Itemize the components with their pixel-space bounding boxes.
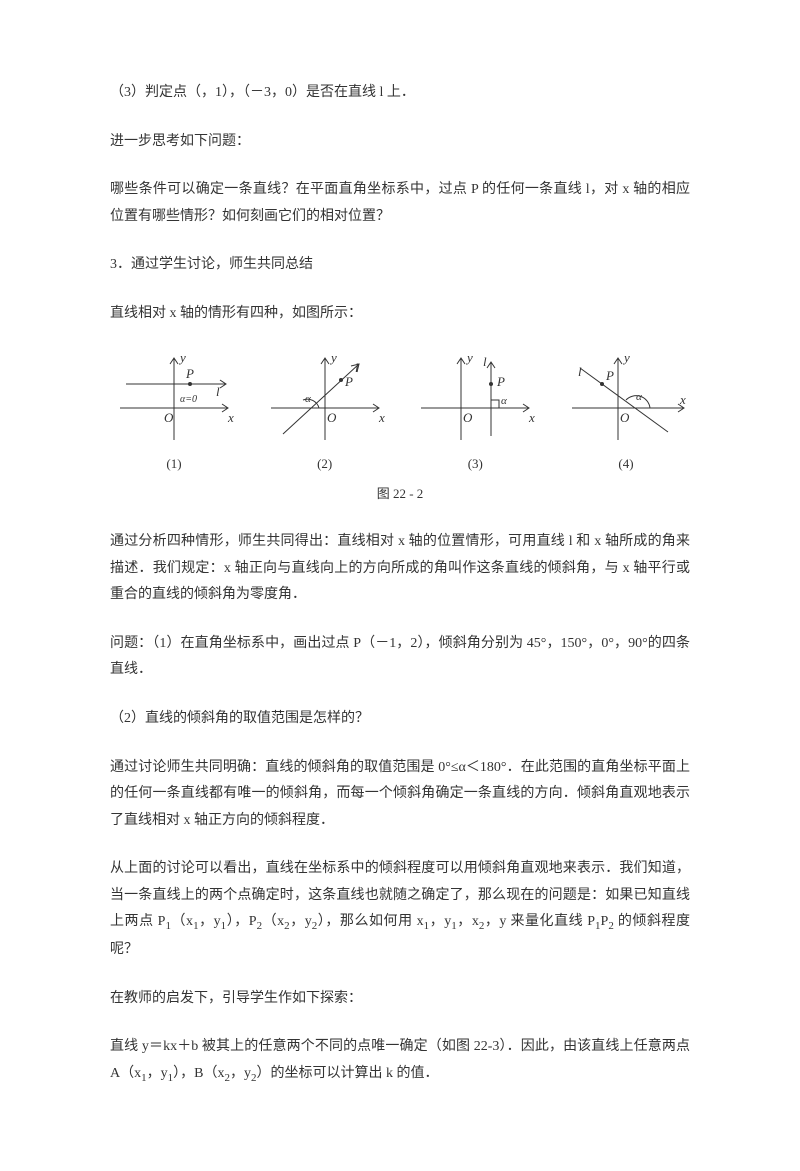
- fig-num-2: (2): [317, 452, 332, 477]
- label-O: O: [327, 410, 337, 425]
- label-O: O: [463, 410, 473, 425]
- label-alpha: α: [305, 393, 311, 405]
- txt: ），P: [226, 914, 256, 929]
- label-x: x: [378, 410, 385, 425]
- label-l: l: [355, 360, 359, 375]
- para-step3-heading: 3．通过学生讨论，师生共同总结: [110, 252, 690, 279]
- para-which-conditions: 哪些条件可以确定一条直线？在平面直角坐标系中，过点 P 的任何一条直线 l，对 …: [110, 177, 690, 230]
- txt: ，y: [199, 914, 221, 929]
- label-P: P: [605, 368, 614, 383]
- txt: ），B（x: [173, 1066, 224, 1081]
- para-line-kx-b: 直线 y＝kx＋b 被其上的任意两个不同的点唯一确定（如图 22-3）．因此，由…: [110, 1034, 690, 1088]
- txt: ，y: [429, 914, 451, 929]
- para-further-thinking: 进一步思考如下问题：: [110, 129, 690, 156]
- label-P: P: [185, 366, 194, 381]
- para-teacher-guide: 在教师的启发下，引导学生作如下探索：: [110, 986, 690, 1013]
- fig-4: y x O P l α (4): [562, 350, 690, 477]
- txt: ，y: [230, 1066, 251, 1081]
- figure-22-2-row: y x O P l α=0 (1): [110, 350, 690, 477]
- label-x: x: [679, 392, 686, 407]
- fig-2: y x O P l α (2): [261, 350, 389, 477]
- txt: ，y 来量化直线 P: [484, 914, 595, 929]
- label-y: y: [465, 350, 473, 365]
- figure-22-2-title: 图 22 - 2: [110, 482, 690, 507]
- label-x: x: [528, 410, 535, 425]
- label-alpha: α: [636, 391, 642, 403]
- label-y: y: [178, 350, 186, 365]
- label-l: l: [216, 384, 220, 399]
- fig-num-4: (4): [618, 452, 633, 477]
- txt: ，x: [457, 914, 479, 929]
- label-alpha: α: [501, 395, 507, 407]
- para-analysis-four-cases: 通过分析四种情形，师生共同得出：直线相对 x 轴的位置情形，可用直线 l 和 x…: [110, 529, 690, 609]
- para-3-judgment: （3）判定点（，1），（－3，0）是否在直线 l 上．: [110, 80, 690, 107]
- label-y: y: [622, 350, 630, 365]
- fig-1: y x O P l α=0 (1): [110, 350, 238, 477]
- label-y: y: [329, 350, 337, 365]
- para-four-cases-intro: 直线相对 x 轴的情形有四种，如图所示：: [110, 301, 690, 328]
- para-question-1-draw: 问题：（1）在直角坐标系中，画出过点 P（－1，2），倾斜角分别为 45°，15…: [110, 631, 690, 684]
- label-l: l: [483, 354, 487, 369]
- fig-3: y x O P l α (3): [411, 350, 539, 477]
- txt: ，y: [290, 914, 312, 929]
- label-O: O: [620, 410, 630, 425]
- fig-num-3: (3): [468, 452, 483, 477]
- fig-num-1: (1): [166, 452, 181, 477]
- label-x: x: [227, 410, 234, 425]
- txt: ），那么如何用 x: [317, 914, 423, 929]
- label-alpha0: α=0: [180, 394, 197, 405]
- txt: （x: [171, 914, 193, 929]
- label-l: l: [578, 364, 582, 379]
- para-two-points-discussion: 从上面的讨论可以看出，直线在坐标系中的倾斜程度可以用倾斜角直观地来表示．我们知道…: [110, 856, 690, 963]
- label-P: P: [496, 374, 505, 389]
- txt: ，y: [147, 1066, 168, 1081]
- txt: （x: [262, 914, 284, 929]
- label-P: P: [344, 374, 353, 389]
- txt: ）的坐标可以计算出 k 的值．: [256, 1066, 438, 1081]
- para-question-2-range: （2）直线的倾斜角的取值范围是怎样的？: [110, 706, 690, 733]
- label-O: O: [164, 410, 174, 425]
- para-range-result: 通过讨论师生共同明确：直线的倾斜角的取值范围是 0°≤α＜180°．在此范围的直…: [110, 755, 690, 835]
